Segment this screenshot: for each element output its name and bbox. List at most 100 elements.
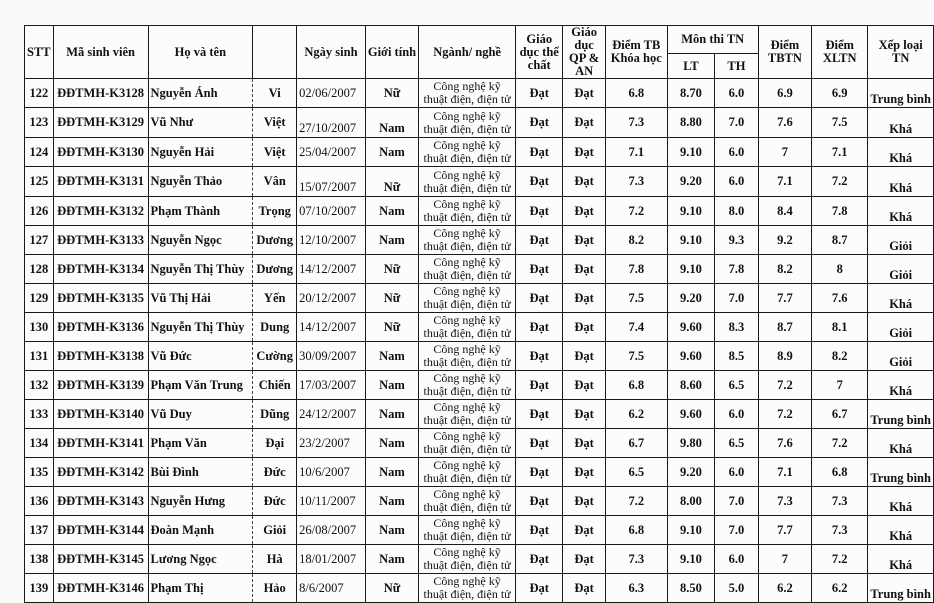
cell-defense-education: Đạt: [562, 370, 606, 400]
cell-physical-education: Đạt: [515, 573, 564, 603]
table-row: 133 ĐĐTMH-K3140 Vũ Duy Dũng 24/12/2007 Nam Côn…: [24, 399, 934, 429]
header-major: Ngành/ nghề: [418, 25, 517, 79]
cell-gender: Nữ: [364, 166, 420, 197]
header-defense-education: Giáo dục QP & AN: [562, 25, 606, 79]
cell-theory-score: 9.10: [666, 196, 716, 226]
cell-defense-education: Đạt: [562, 283, 606, 313]
cell-defense-education: Đạt: [562, 137, 606, 167]
header-practice: TH: [714, 53, 759, 79]
table-row: 125 ĐĐTMH-K3131 Nguyễn Thảo Vân 15/07/2007 Nữ…: [24, 166, 934, 197]
cell-gender: Nữ: [364, 312, 420, 342]
cell-defense-education: Đạt: [562, 196, 606, 226]
cell-graduation-rank: Khá: [867, 137, 934, 167]
cell-major: Công nghệ kỹ thuật điện, điện tử: [418, 544, 517, 574]
cell-gender: Nam: [364, 486, 420, 516]
cell-major: Công nghệ kỹ thuật điện, điện tử: [418, 166, 517, 197]
cell-major: Công nghệ kỹ thuật điện, điện tử: [418, 107, 517, 138]
cell-physical-education: Đạt: [515, 312, 564, 342]
cell-theory-score: 8.50: [666, 573, 716, 603]
cell-xltn-score: 6.7: [811, 399, 869, 429]
cell-xltn-score: 7.5: [811, 107, 869, 138]
cell-family-name: Nguyễn Thị Thùy: [147, 312, 254, 342]
cell-given-name: Vân: [252, 166, 298, 197]
table-row: 135 ĐĐTMH-K3142 Bùi Đình Đức 10/6/2007 Nam Côn…: [24, 457, 934, 487]
cell-gender: Nam: [364, 399, 420, 429]
cell-student-id: ĐĐTMH-K3128: [52, 78, 149, 108]
cell-course-average: 6.3: [604, 573, 668, 603]
table-row: 127 ĐĐTMH-K3133 Nguyễn Ngọc Dương 12/10/2007…: [24, 225, 934, 255]
cell-physical-education: Đạt: [515, 370, 564, 400]
cell-major: Công nghệ kỹ thuật điện, điện tử: [418, 225, 517, 255]
cell-stt: 138: [24, 544, 54, 574]
cell-theory-score: 9.10: [666, 254, 716, 284]
cell-gender: Nữ: [364, 283, 420, 313]
header-stt: STT: [24, 25, 54, 79]
cell-theory-score: 9.60: [666, 341, 716, 371]
cell-stt: 130: [24, 312, 54, 342]
table-row: 136 ĐĐTMH-K3143 Nguyễn Hưng Đức 10/11/2007 Na…: [24, 486, 934, 516]
cell-given-name: Việt: [252, 107, 298, 138]
cell-gender: Nam: [364, 341, 420, 371]
cell-major: Công nghệ kỹ thuật điện, điện tử: [418, 341, 517, 371]
cell-birth-date: 14/12/2007: [296, 254, 366, 284]
cell-major: Công nghệ kỹ thuật điện, điện tử: [418, 486, 517, 516]
cell-student-id: ĐĐTMH-K3132: [52, 196, 149, 226]
cell-graduation-rank: Trung bình: [867, 457, 934, 487]
cell-student-id: ĐĐTMH-K3131: [52, 166, 149, 197]
cell-student-id: ĐĐTMH-K3129: [52, 107, 149, 138]
cell-given-name: Hà: [252, 544, 298, 574]
header-birth-date: Ngày sinh: [296, 25, 366, 79]
cell-xltn-score: 7.1: [811, 137, 869, 167]
cell-birth-date: 17/03/2007: [296, 370, 366, 400]
cell-xltn-score: 7.2: [811, 544, 869, 574]
cell-physical-education: Đạt: [515, 486, 564, 516]
cell-graduation-rank: Khá: [867, 107, 934, 138]
cell-theory-score: 8.00: [666, 486, 716, 516]
cell-course-average: 7.5: [604, 341, 668, 371]
cell-course-average: 7.8: [604, 254, 668, 284]
cell-course-average: 6.2: [604, 399, 668, 429]
cell-theory-score: 9.60: [666, 312, 716, 342]
cell-physical-education: Đạt: [515, 428, 564, 458]
cell-given-name: Việt: [252, 137, 298, 167]
cell-birth-date: 15/07/2007: [296, 166, 366, 197]
cell-family-name: Vũ Đức: [147, 341, 254, 371]
cell-tbtn-score: 7.1: [757, 457, 813, 487]
cell-defense-education: Đạt: [562, 399, 606, 429]
cell-major: Công nghệ kỹ thuật điện, điện tử: [418, 196, 517, 226]
cell-student-id: ĐĐTMH-K3146: [52, 573, 149, 603]
cell-student-id: ĐĐTMH-K3133: [52, 225, 149, 255]
cell-xltn-score: 6.2: [811, 573, 869, 603]
cell-defense-education: Đạt: [562, 78, 606, 108]
cell-graduation-rank: Khá: [867, 544, 934, 574]
cell-given-name: Yến: [252, 283, 298, 313]
cell-theory-score: 8.70: [666, 78, 716, 108]
cell-family-name: Nguyễn Thị Thùy: [147, 254, 254, 284]
cell-theory-score: 9.10: [666, 225, 716, 255]
cell-xltn-score: 8.2: [811, 341, 869, 371]
cell-family-name: Nguyễn Hải: [147, 137, 254, 167]
cell-practice-score: 6.5: [714, 428, 759, 458]
cell-theory-score: 9.20: [666, 457, 716, 487]
cell-physical-education: Đạt: [515, 225, 564, 255]
cell-course-average: 6.7: [604, 428, 668, 458]
cell-gender: Nam: [364, 428, 420, 458]
cell-stt: 135: [24, 457, 54, 487]
header-given-name: [252, 25, 298, 79]
cell-graduation-rank: Trung bình: [867, 78, 934, 108]
cell-physical-education: Đạt: [515, 166, 564, 197]
graduation-results-table: STT Mã sinh viên Họ và tên Ngày sinh Giớ…: [24, 24, 934, 603]
cell-birth-date: 27/10/2007: [296, 107, 366, 138]
cell-xltn-score: 7.3: [811, 515, 869, 545]
cell-stt: 124: [24, 137, 54, 167]
cell-tbtn-score: 7: [757, 544, 813, 574]
cell-physical-education: Đạt: [515, 399, 564, 429]
cell-course-average: 7.4: [604, 312, 668, 342]
header-xltn: Điểm XLTN: [811, 25, 869, 79]
cell-birth-date: 25/04/2007: [296, 137, 366, 167]
cell-course-average: 8.2: [604, 225, 668, 255]
cell-defense-education: Đạt: [562, 486, 606, 516]
table-body: 122 ĐĐTMH-K3128 Nguyễn Ánh Vi 02/06/2007 Nữ Cô…: [24, 78, 934, 603]
cell-stt: 122: [24, 78, 54, 108]
cell-physical-education: Đạt: [515, 283, 564, 313]
